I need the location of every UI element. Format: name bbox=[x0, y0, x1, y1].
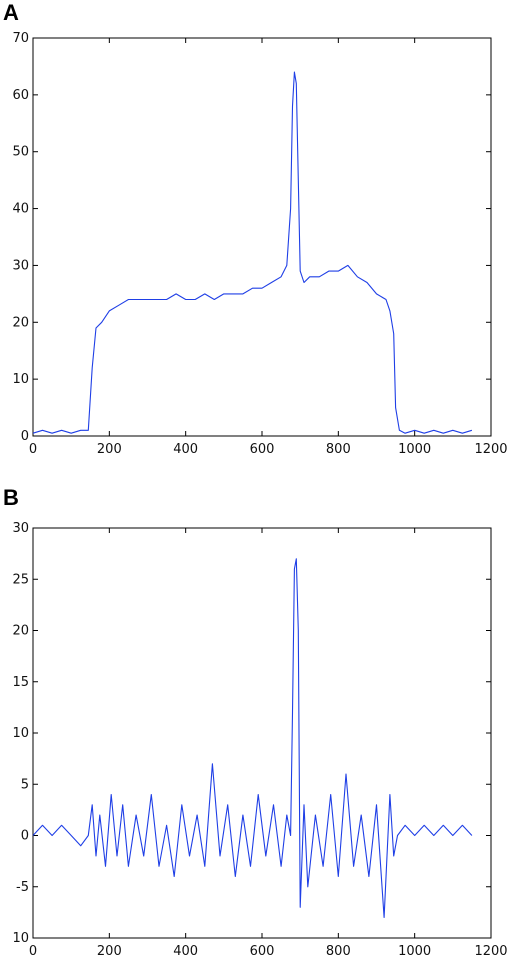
panel-a: A 0 200 400 600 800 1000 1200 0 10 20 30 40 50 60 70 bbox=[3, 0, 508, 457]
x-tick-label-b: 400 bbox=[173, 944, 198, 959]
x-tick-label-b: 600 bbox=[250, 944, 275, 959]
y-tick-label-b: 0 bbox=[21, 829, 29, 844]
y-tick-label-a: 0 bbox=[21, 429, 29, 444]
x-tick-label-a: 800 bbox=[326, 442, 351, 457]
y-tick-label-b: 20 bbox=[12, 624, 29, 639]
x-tick-label-b: 1200 bbox=[474, 944, 507, 959]
x-tick-label-a: 0 bbox=[29, 442, 37, 457]
y-tick-label-b: -5 bbox=[16, 880, 29, 895]
y-tick-label-b: 15 bbox=[12, 675, 29, 690]
y-tick-label-b: 10 bbox=[12, 726, 29, 741]
y-tick-label-a: 60 bbox=[12, 88, 29, 103]
y-tick-label-a: 10 bbox=[12, 372, 29, 387]
x-tick-label-a: 1000 bbox=[398, 442, 431, 457]
x-tick-label-b: 800 bbox=[326, 944, 351, 959]
x-tick-label-a: 200 bbox=[97, 442, 122, 457]
y-tick-label-b: 25 bbox=[12, 572, 29, 587]
y-tick-label-b: 30 bbox=[12, 521, 29, 536]
y-tick-label-a: 70 bbox=[12, 31, 29, 46]
x-tick-label-b: 0 bbox=[29, 944, 37, 959]
panel-b: B 0 200 400 600 800 1000 1200 10 -5 0 5 10 15 20 25 30 bbox=[3, 485, 508, 959]
y-tick-label-a: 50 bbox=[12, 145, 29, 160]
y-tick-label-a: 20 bbox=[12, 315, 29, 330]
series-line-b bbox=[32, 558, 473, 919]
panel-label-a: A bbox=[3, 0, 19, 25]
panel-label-b: B bbox=[3, 485, 19, 510]
y-tick-label-b: 10 bbox=[12, 931, 29, 946]
y-tick-label-a: 40 bbox=[12, 202, 29, 217]
y-tick-label-a: 30 bbox=[12, 258, 29, 273]
series-line-a bbox=[32, 71, 473, 434]
plot-frame-b bbox=[32, 527, 492, 939]
y-tick-label-b: 5 bbox=[21, 777, 29, 792]
x-tick-label-a: 1200 bbox=[474, 442, 507, 457]
x-tick-label-b: 200 bbox=[97, 944, 122, 959]
x-tick-label-a: 600 bbox=[250, 442, 275, 457]
x-tick-label-b: 1000 bbox=[398, 944, 431, 959]
x-tick-label-a: 400 bbox=[173, 442, 198, 457]
plot-frame-a bbox=[32, 37, 492, 437]
